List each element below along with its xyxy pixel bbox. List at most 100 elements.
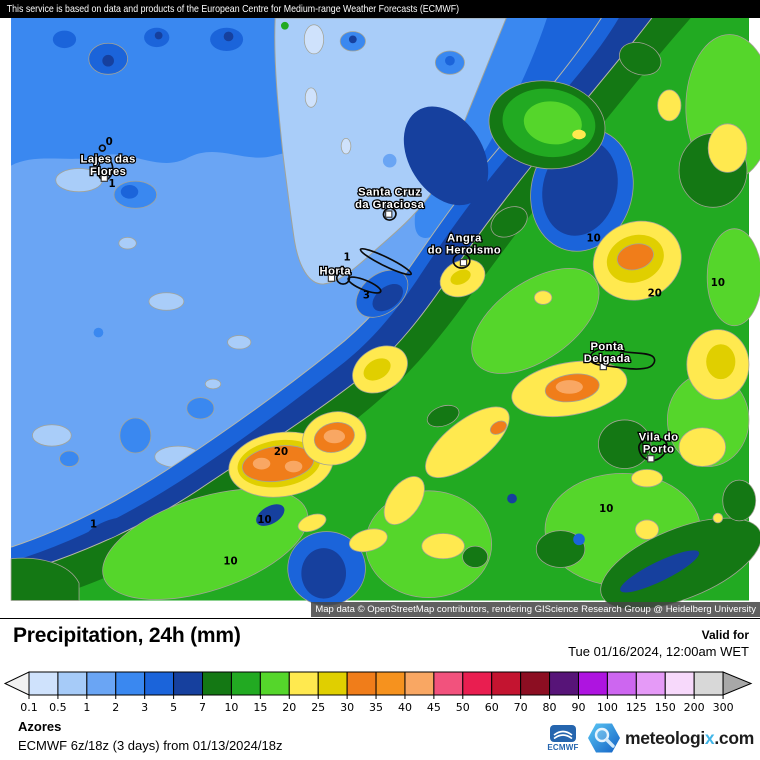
island-pico [347, 276, 382, 294]
legend-tick-label: 50 [456, 701, 470, 714]
service-notice-text: This service is based on data and produc… [6, 3, 460, 15]
legend-tick-label: 70 [514, 701, 528, 714]
city-label: Delgada [584, 353, 631, 365]
legend-tick-label: 0.5 [49, 701, 67, 714]
legend-tick-label: 5 [170, 701, 177, 714]
contour-value-label: 10 [711, 278, 725, 289]
city-label: Flores [90, 166, 126, 178]
legend-cell [549, 671, 579, 696]
legend-cell [606, 671, 637, 696]
ecmwf-logo[interactable]: ECMWF [543, 724, 583, 752]
map-attribution: Map data © OpenStreetMap contributors, r… [311, 602, 760, 617]
legend-tick-label: 0.1 [20, 701, 38, 714]
legend-cell [491, 671, 522, 696]
page-title: Precipitation, 24h (mm) [13, 624, 241, 647]
legend-tick-label: 7 [199, 701, 206, 714]
legend-cell [28, 671, 59, 696]
contour-value-label: 20 [648, 289, 662, 300]
legend-cell [577, 671, 608, 696]
legend-tick-label: 100 [597, 701, 618, 714]
model-run-label: ECMWF 6z/18z (3 days) from 01/13/2024/18… [18, 738, 283, 753]
legend-tick-label: 125 [626, 701, 647, 714]
island-sao-jorge [359, 247, 413, 276]
legend-tick-label: 150 [655, 701, 676, 714]
contour-value-label: 3 [363, 291, 370, 302]
site-text-x: x [704, 727, 715, 748]
color-scale-legend: 0.1 0.5 1 2 3 5 7 10 15 20 25 30 35 40 45 50 60 70 80 90 100… [0, 666, 760, 714]
contour-value-label: 10 [257, 515, 271, 526]
site-text-main: meteologi [624, 727, 705, 748]
contour-value-label: 10 [223, 557, 237, 568]
contour-labels: 0 1 1 3 1 20 10 10 10 20 10 10 [90, 137, 725, 567]
city-label: Ponta [590, 341, 624, 353]
legend-cell [230, 671, 261, 696]
legend-tick-label: 2 [112, 701, 119, 714]
valid-time-value: Tue 01/16/2024, 12:00am WET [568, 644, 749, 659]
legend-arrow-left [3, 671, 30, 696]
legend-tick-label: 90 [571, 701, 585, 714]
city-marker [459, 258, 468, 267]
contour-value-label: 10 [586, 233, 600, 244]
city-label: Vila do [639, 431, 679, 443]
contour-value-label: 1 [343, 253, 350, 264]
legend-cell [115, 671, 146, 696]
legend-tick-label: 25 [311, 701, 325, 714]
legend-cell [433, 671, 464, 696]
legend-cell [404, 671, 435, 696]
legend-tick-label: 60 [485, 701, 499, 714]
city-label: Horta [320, 265, 352, 277]
contour-value-label: 1 [108, 179, 115, 190]
magnifier-icon [594, 727, 610, 743]
valid-time-block: Valid for Tue 01/16/2024, 12:00am WET [568, 628, 749, 659]
contour-value-label: 10 [599, 504, 613, 515]
service-notice-bar: This service is based on data and produc… [0, 0, 760, 18]
legend-cell [317, 671, 348, 696]
legend-tick-label: 45 [427, 701, 441, 714]
city-label: Santa Cruz [358, 187, 421, 199]
region-label: Azores [18, 719, 62, 734]
meteologix-logo-icon[interactable] [587, 719, 621, 757]
legend-tick-label: 80 [543, 701, 557, 714]
legend-cell [288, 671, 319, 696]
legend-cell [375, 671, 406, 696]
ecmwf-logo-icon [549, 724, 576, 742]
city-marker [100, 174, 108, 182]
legend-tick-label: 1 [83, 701, 90, 714]
legend-cell [635, 671, 666, 696]
legend-tick-label: 15 [253, 701, 267, 714]
legend-tick-label: 40 [398, 701, 412, 714]
meteologix-site-link[interactable]: meteologix.com [625, 728, 754, 749]
legend-tick-label: 30 [340, 701, 354, 714]
legend-cell [693, 671, 724, 696]
branding-block: ECMWF meteologix.com [543, 717, 754, 759]
legend-cell [57, 671, 88, 696]
legend-tick-label: 3 [141, 701, 148, 714]
island-corvo [98, 144, 107, 152]
precipitation-map: 0 1 1 3 1 20 10 10 10 20 10 10 Lajes das Flores Santa… [0, 17, 760, 619]
legend-cell [664, 671, 695, 696]
legend-cell [462, 671, 493, 696]
legend-cell [346, 671, 377, 696]
legend-tick-label: 200 [684, 701, 705, 714]
legend-cell [86, 671, 117, 696]
ecmwf-logo-label: ECMWF [547, 742, 579, 752]
legend-arrow-right [722, 671, 753, 696]
city-label: do Heroismo [428, 244, 502, 256]
valid-for-label: Valid for [701, 628, 749, 642]
legend-cell [259, 671, 290, 696]
island-graciosa [382, 207, 397, 221]
island-outlines [97, 144, 668, 462]
precip-field-layers [10, 17, 760, 610]
city-marker [647, 455, 655, 463]
island-santa-maria [638, 437, 668, 462]
city-label: Lajes das [81, 154, 136, 166]
legend-tick-label: 10 [224, 701, 238, 714]
city-marker [327, 274, 336, 282]
legend-cell [202, 671, 232, 696]
contour-value-label: 1 [90, 520, 97, 531]
city-label: da Graciosa [355, 199, 425, 211]
site-text-tld: .com [714, 727, 754, 748]
city-marker [599, 362, 607, 371]
